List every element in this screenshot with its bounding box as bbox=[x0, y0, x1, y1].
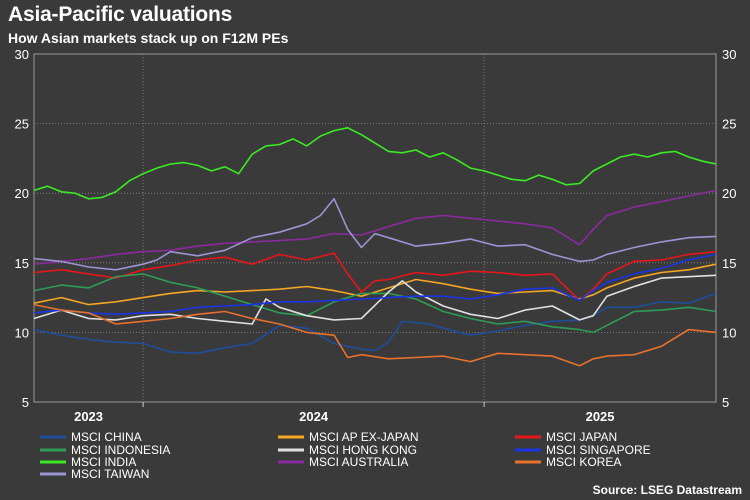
legend-label-msci-australia: MSCI AUSTRALIA bbox=[309, 455, 408, 469]
y-tick-label-right: 20 bbox=[722, 186, 736, 201]
legend-label-msci-singapore: MSCI SINGAPORE bbox=[546, 443, 651, 457]
y-tick-label-right: 25 bbox=[722, 117, 736, 132]
series-line-msci-korea bbox=[33, 303, 717, 367]
y-tick-label-right: 10 bbox=[722, 325, 736, 340]
source-note: Source: LSEG Datastream bbox=[592, 483, 742, 497]
series-line-msci-ap-ex-japan bbox=[33, 263, 717, 306]
chart-title: Asia-Pacific valuations bbox=[8, 3, 233, 26]
x-axis: 2023 2024 2025 bbox=[74, 402, 615, 424]
series-lines bbox=[33, 127, 717, 367]
y-tick-label-left: 20 bbox=[15, 186, 29, 201]
series-line-msci-india bbox=[33, 127, 717, 200]
legend-label-msci-korea: MSCI KOREA bbox=[546, 455, 621, 469]
legend-label-msci-indonesia: MSCI INDONESIA bbox=[71, 443, 170, 457]
y-tick-label-right: 5 bbox=[722, 395, 729, 410]
series-line-msci-australia bbox=[33, 189, 717, 265]
legend: MSCI CHINA MSCI AP EX-JAPAN MSCI JAPANMSCI… bbox=[40, 430, 651, 481]
plot-area bbox=[33, 53, 717, 403]
x-tick-label: 2025 bbox=[586, 409, 615, 424]
y-axis-left: 5 10 15 20 25 30 bbox=[15, 47, 29, 410]
gridlines bbox=[34, 54, 716, 402]
legend-label-msci-hong-kong: MSCI HONG KONG bbox=[309, 443, 417, 457]
y-tick-label-left: 10 bbox=[15, 325, 29, 340]
y-tick-label-left: 30 bbox=[15, 47, 29, 62]
series-line-msci-singapore bbox=[33, 253, 717, 316]
y-tick-label-left: 15 bbox=[15, 256, 29, 271]
y-axis-right: 5 10 15 20 25 30 bbox=[722, 47, 736, 410]
legend-label-msci-india: MSCI INDIA bbox=[71, 455, 136, 469]
series-line-msci-china bbox=[33, 292, 717, 355]
legend-label-msci-japan: MSCI JAPAN bbox=[546, 430, 617, 444]
chart-subtitle: How Asian markets stack up on F12M PEs bbox=[8, 30, 289, 46]
legend-label-msci-china: MSCI CHINA bbox=[71, 430, 142, 444]
y-tick-label-right: 30 bbox=[722, 47, 736, 62]
series-line-msci-japan bbox=[33, 250, 717, 302]
y-tick-label-left: 25 bbox=[15, 117, 29, 132]
legend-label-msci-taiwan: MSCI TAIWAN bbox=[71, 467, 149, 481]
series-line-msci-taiwan bbox=[33, 198, 717, 271]
legend-label-msci-ap-ex-japan: MSCI AP EX-JAPAN bbox=[309, 430, 419, 444]
series-line-msci-hong-kong bbox=[33, 274, 717, 325]
series-line-msci-indonesia bbox=[33, 273, 717, 334]
x-tick-label: 2024 bbox=[299, 409, 329, 424]
x-tick-label: 2023 bbox=[74, 409, 103, 424]
y-tick-label-left: 5 bbox=[22, 395, 29, 410]
y-tick-label-right: 15 bbox=[722, 256, 736, 271]
